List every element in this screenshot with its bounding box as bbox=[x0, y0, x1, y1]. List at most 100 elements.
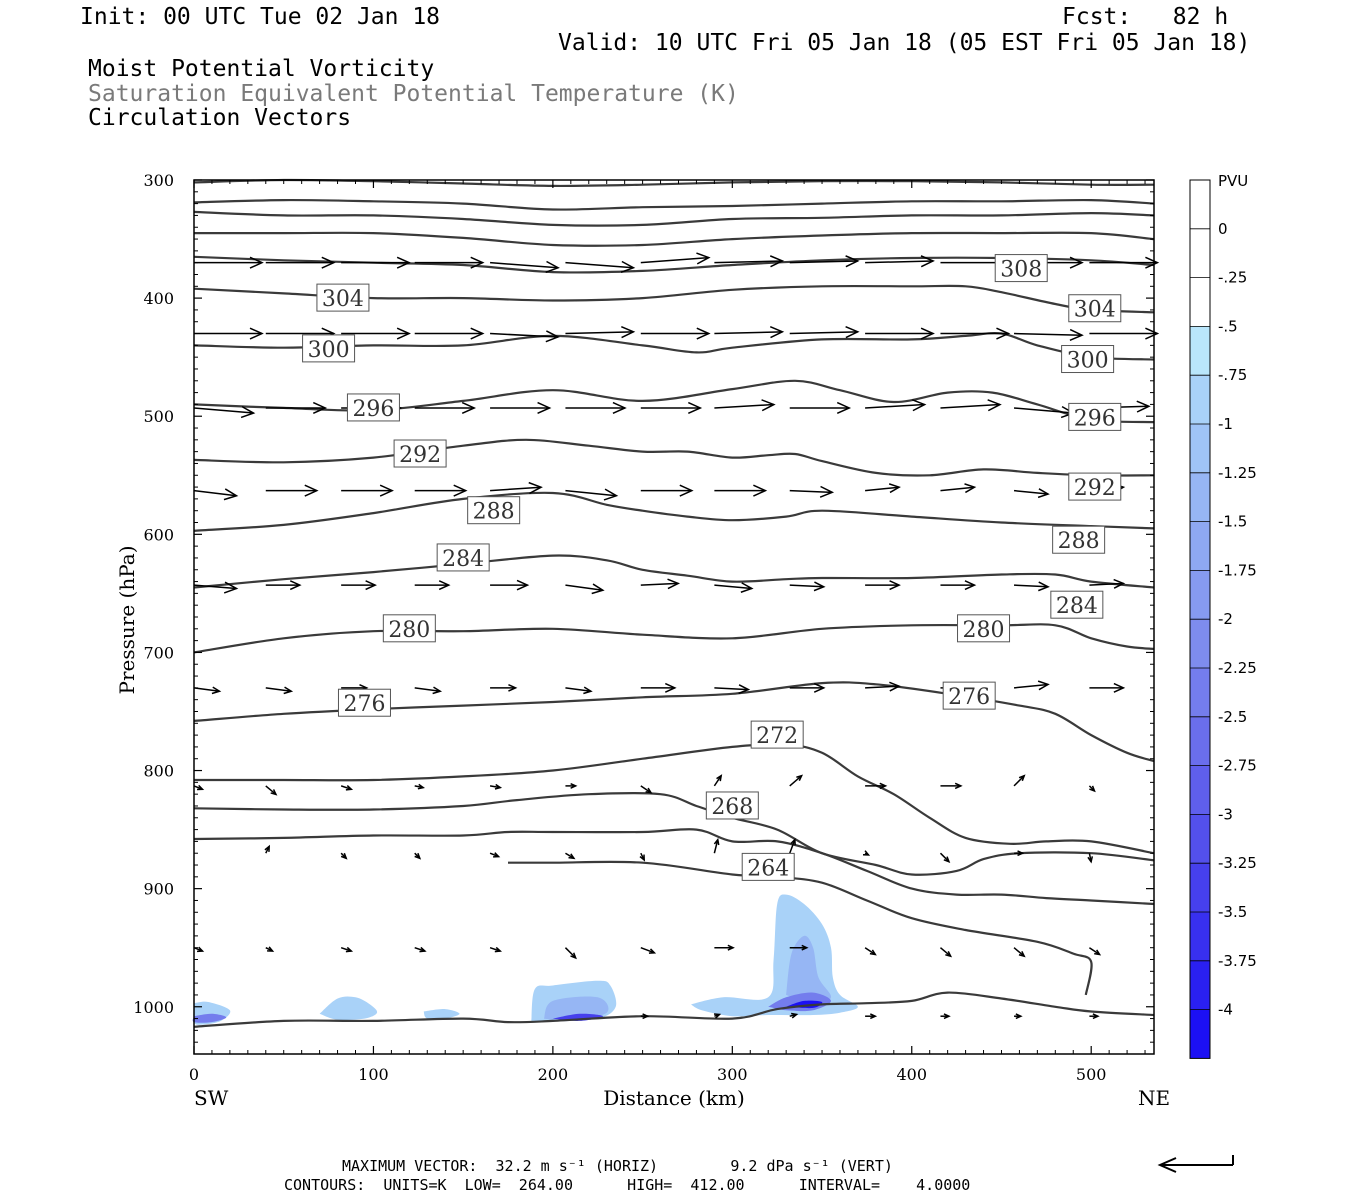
circulation-vector bbox=[489, 783, 503, 790]
circulation-vector bbox=[565, 782, 578, 789]
colorbar-tick-label: -1.5 bbox=[1218, 513, 1247, 531]
contour-label-292: 292 bbox=[1068, 472, 1122, 501]
circulation-vector bbox=[713, 774, 723, 787]
circulation-vector bbox=[565, 401, 627, 415]
contour-label-300: 300 bbox=[302, 334, 356, 363]
circulation-vector bbox=[862, 850, 871, 856]
circulation-vector bbox=[414, 484, 468, 497]
circulation-vector bbox=[789, 682, 826, 693]
circulation-vector bbox=[1013, 774, 1026, 787]
circulation-vector bbox=[565, 583, 605, 595]
contour-label-296: 296 bbox=[1068, 402, 1122, 431]
pv-region-2 bbox=[319, 996, 378, 1021]
contour-label-text: 288 bbox=[1058, 529, 1100, 554]
colorbar-tick-label: -2 bbox=[1218, 610, 1233, 628]
pv-region-7 bbox=[691, 894, 858, 1017]
circulation-vector bbox=[341, 580, 377, 591]
circulation-vector bbox=[1089, 578, 1126, 589]
circulation-vector bbox=[1013, 947, 1026, 958]
circulation-vector bbox=[640, 484, 694, 497]
x-tick-label: 0 bbox=[189, 1065, 199, 1084]
colorbar-swatch bbox=[1190, 277, 1210, 327]
circulation-vector bbox=[789, 485, 835, 498]
circulation-vector bbox=[414, 852, 422, 860]
contour-label-text: 300 bbox=[308, 338, 350, 363]
contour-label-text: 276 bbox=[343, 692, 385, 717]
circulation-vector bbox=[265, 580, 302, 591]
contour-label-text: 304 bbox=[322, 287, 364, 312]
forecast-hour: Fcst: 82 h bbox=[1062, 4, 1229, 30]
colorbar-swatch bbox=[1190, 570, 1210, 620]
contour-label-text: 304 bbox=[1074, 298, 1116, 323]
colorbar-tick-label: -.25 bbox=[1218, 269, 1247, 287]
contour-label-300: 300 bbox=[1061, 345, 1115, 374]
circulation-vector bbox=[789, 944, 809, 951]
contour-label-276: 276 bbox=[337, 688, 391, 717]
circulation-vector bbox=[714, 944, 735, 951]
y-tick-label: 300 bbox=[143, 171, 174, 190]
circulation-vector bbox=[490, 683, 518, 692]
circulation-vector bbox=[640, 252, 711, 265]
circulation-vector bbox=[940, 580, 977, 591]
colorbar-swatch bbox=[1190, 521, 1210, 571]
circulation-vector bbox=[1088, 947, 1102, 956]
circulation-vector bbox=[640, 1013, 650, 1020]
contour-label-264: 264 bbox=[741, 852, 795, 881]
circulation-vector bbox=[490, 579, 530, 591]
colorbar-tick-label: -3.25 bbox=[1218, 854, 1257, 872]
contour-label-text: 284 bbox=[442, 547, 484, 572]
colorbar-swatch bbox=[1190, 228, 1210, 278]
contour-label-276: 276 bbox=[942, 681, 996, 710]
colorbar-swatch bbox=[1190, 326, 1210, 376]
colorbar-tick-label: -2.5 bbox=[1218, 708, 1247, 726]
contour-label-text: 292 bbox=[1074, 476, 1116, 501]
contour-label-280: 280 bbox=[382, 614, 436, 643]
contour-labels: 2642642682722762762802802842842882882922… bbox=[302, 254, 1122, 881]
circulation-vector bbox=[640, 578, 681, 590]
contour-316-15 bbox=[193, 210, 1155, 227]
colorbar-swatch bbox=[1190, 765, 1210, 815]
circulation-vector bbox=[340, 852, 348, 860]
contour-264-1 bbox=[507, 860, 1093, 996]
valid-time: Valid: 10 UTC Fri 05 Jan 18 (05 EST Fri … bbox=[558, 30, 1251, 56]
circulation-vector bbox=[565, 852, 576, 860]
circulation-vector bbox=[193, 946, 205, 953]
contour-296-10 bbox=[193, 379, 1155, 424]
circulation-vector bbox=[713, 1013, 722, 1019]
circulation-vector bbox=[940, 1013, 951, 1020]
circulation-vector bbox=[565, 686, 593, 695]
circulation-vector bbox=[789, 401, 852, 415]
circulation-vector bbox=[1014, 328, 1084, 342]
circulation-vector bbox=[640, 785, 653, 794]
contour-label-text: 264 bbox=[747, 856, 789, 881]
circulation-vector bbox=[713, 837, 720, 854]
colorbar-tick-label: 0 bbox=[1218, 220, 1228, 238]
contour-292-9 bbox=[193, 438, 1155, 477]
contour-label-284: 284 bbox=[436, 543, 490, 572]
circulation-vector bbox=[865, 1013, 878, 1020]
colorbar-swatch bbox=[1190, 424, 1210, 473]
field-title-vectors: Circulation Vectors bbox=[88, 105, 352, 131]
colorbar-title: PVU bbox=[1218, 172, 1248, 190]
circulation-vector bbox=[490, 330, 560, 343]
colorbar-swatch bbox=[1190, 863, 1210, 912]
circulation-vector bbox=[789, 255, 860, 268]
y-tick-label: 400 bbox=[143, 289, 174, 308]
colorbar-tick-label: -2.25 bbox=[1218, 659, 1257, 677]
circulation-vector bbox=[265, 686, 294, 695]
contour-label-304: 304 bbox=[1068, 294, 1122, 323]
circulation-vector bbox=[639, 852, 646, 862]
colorbar-swatch bbox=[1190, 716, 1210, 766]
colorbar-tick-label: -3 bbox=[1218, 805, 1233, 823]
contour-label-288: 288 bbox=[1052, 525, 1106, 554]
y-tick-label: 1000 bbox=[133, 998, 174, 1017]
colorbar-swatch bbox=[1190, 375, 1210, 424]
circulation-vector bbox=[789, 837, 796, 854]
circulation-vector bbox=[264, 844, 270, 854]
contour-label-text: 300 bbox=[1067, 349, 1109, 374]
circulation-vector bbox=[865, 681, 901, 692]
circulation-vector bbox=[341, 327, 411, 340]
circulation-vector bbox=[414, 401, 477, 415]
circulation-vector bbox=[714, 684, 751, 695]
